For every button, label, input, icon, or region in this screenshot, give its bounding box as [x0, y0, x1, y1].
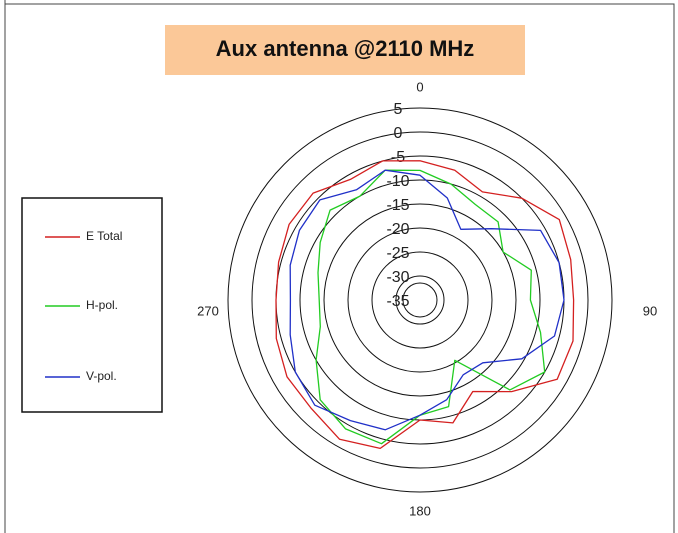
legend-label: V-pol. — [86, 369, 117, 383]
chart-title: Aux antenna @2110 MHz — [216, 36, 475, 61]
grid-ring — [395, 275, 445, 325]
r-tick-label: -20 — [386, 221, 409, 238]
r-tick-label: -15 — [386, 197, 409, 214]
r-tick-label: -30 — [386, 269, 409, 286]
series-line — [289, 169, 565, 431]
title-box — [165, 25, 525, 75]
grid-ring — [227, 107, 613, 493]
angle-tick-label: 270 — [197, 303, 219, 318]
r-tick-label: 0 — [394, 125, 403, 142]
angle-tick-label: 90 — [643, 303, 657, 318]
center-ring — [402, 282, 438, 318]
angle-tick-label: 0 — [416, 79, 423, 94]
frame — [4, 0, 675, 533]
series-line — [275, 160, 575, 450]
grid-ring — [347, 227, 493, 373]
grid-ring — [251, 131, 589, 469]
legend-label: H-pol. — [86, 298, 118, 312]
r-tick-label: -10 — [386, 173, 409, 190]
r-tick-label: -5 — [391, 149, 405, 166]
legend-label: E Total — [86, 229, 122, 243]
grid-ring — [323, 203, 517, 397]
angle-tick-label: 180 — [409, 503, 431, 518]
r-tick-label: 5 — [394, 101, 403, 118]
r-tick-label: -35 — [386, 293, 409, 310]
grid-ring — [371, 251, 469, 349]
r-tick-label: -25 — [386, 245, 409, 262]
